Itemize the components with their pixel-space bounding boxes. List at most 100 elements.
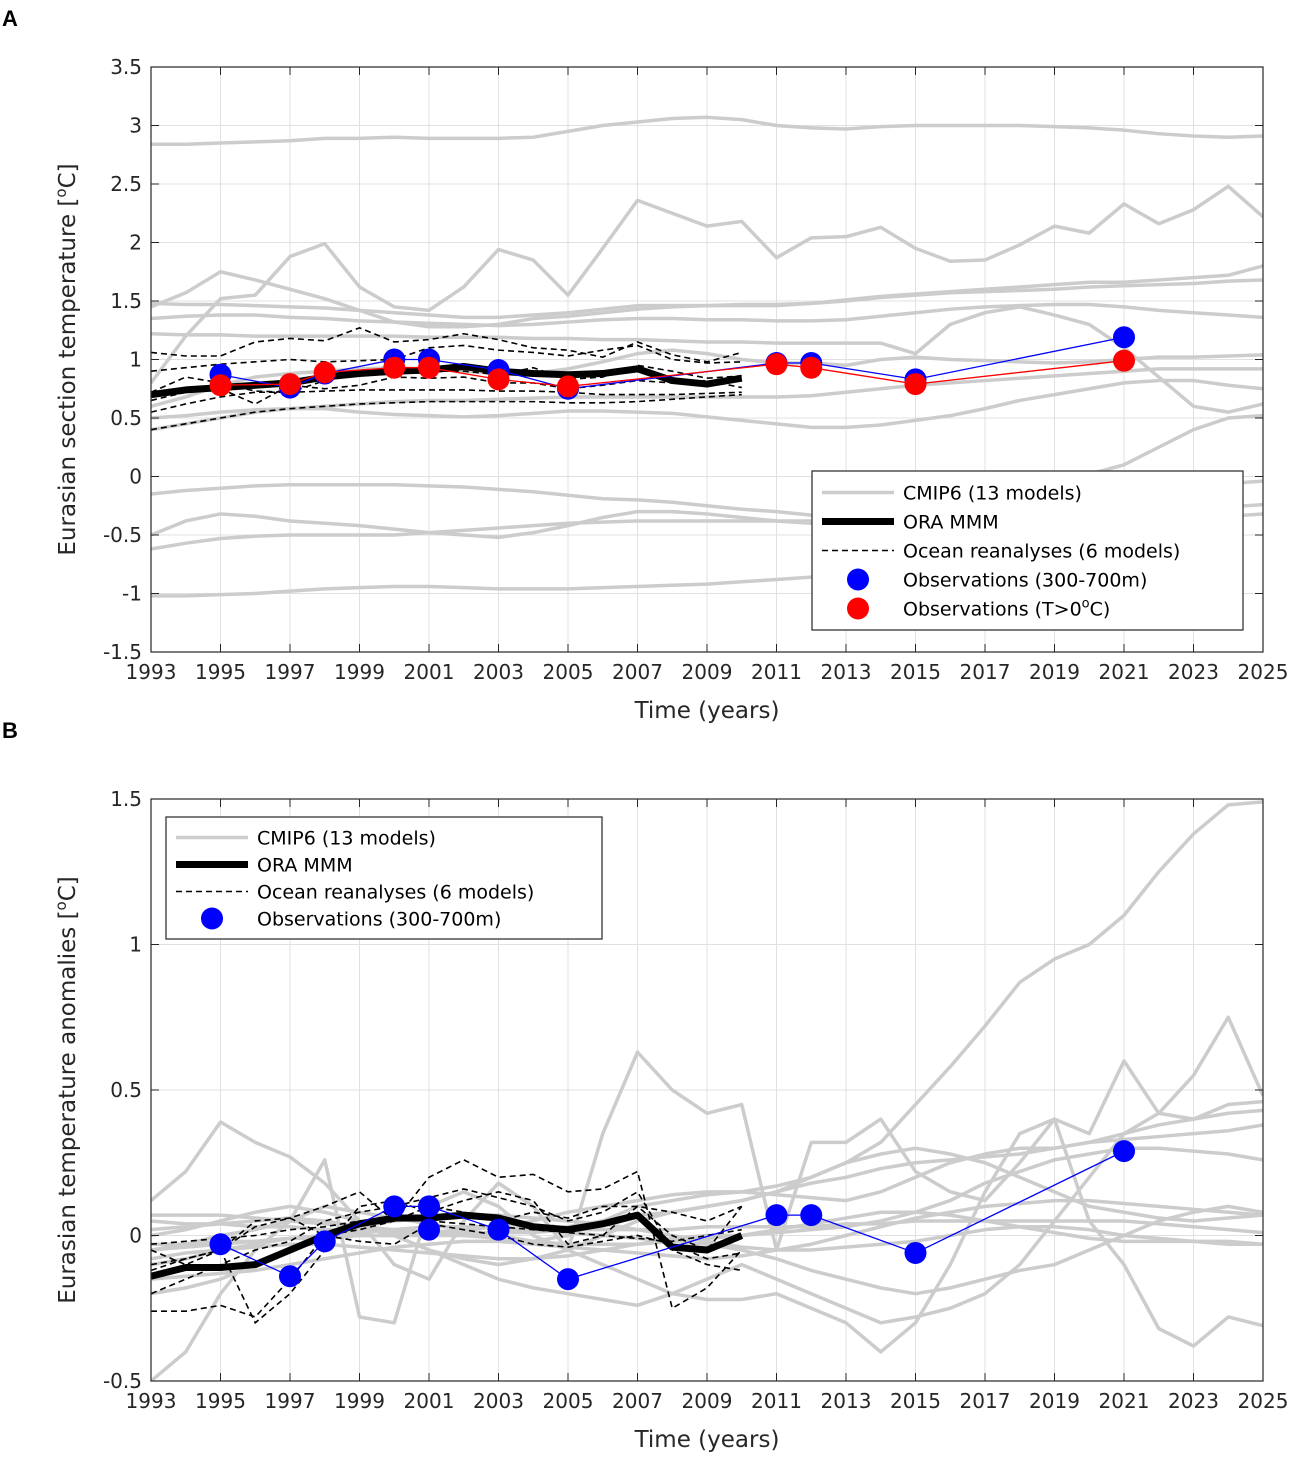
cmip6-model-line	[151, 1099, 1263, 1325]
x-axis-label: Time (years)	[634, 1427, 780, 1453]
panel-letter-b: B	[2, 718, 18, 743]
x-tick-label: 2011	[751, 660, 802, 684]
chart-a: 1993 1995 1997 1999 2001 2003 2005 2007 2009 2011…	[52, 55, 1288, 724]
obs-300-700m-point	[904, 1241, 927, 1264]
cmip6-model-line	[151, 305, 1263, 414]
x-tick-label: 2001	[404, 1389, 455, 1413]
x-tick-label: 2003	[473, 1389, 524, 1413]
x-tick-label: 1997	[265, 1389, 316, 1413]
y-tick-label: -0.5	[103, 1369, 142, 1393]
x-tick-label: 1995	[195, 1389, 246, 1413]
x-tick-label: 2013	[821, 660, 872, 684]
cmip6-model-line	[151, 1015, 1263, 1281]
x-tick-label: 2009	[682, 660, 733, 684]
obs-t-above-zero-point	[418, 356, 440, 379]
y-tick-label: 0	[129, 1224, 142, 1248]
obs-300-700m-point	[487, 1218, 510, 1241]
x-tick-label: 2017	[960, 660, 1011, 684]
obs-t-above-zero-point	[313, 361, 336, 384]
x-tick-label: 2005	[543, 1389, 594, 1413]
obs-300-700m-point	[1113, 1140, 1135, 1163]
plot-area	[151, 800, 1263, 1381]
obs-t-above-zero-point	[765, 353, 788, 376]
obs-300-700m-point	[279, 1265, 301, 1288]
x-tick-label: 2025	[1238, 1389, 1289, 1413]
legend-label: ORA MMM	[257, 855, 353, 877]
obs-300-700m-point	[209, 1233, 232, 1256]
legend: CMIP6 (13 models) ORA MMM Ocean reanalyses…	[165, 816, 603, 940]
x-tick-label: 1999	[334, 1389, 385, 1413]
obs-t-above-zero-point	[209, 374, 232, 397]
obs-300-700m-point	[765, 1204, 788, 1227]
obs-t-above-zero-point	[1113, 349, 1135, 372]
x-tick-label: 1997	[265, 660, 316, 684]
cmip6-model-line	[151, 367, 1263, 432]
cmip6-model-line	[151, 1146, 1263, 1261]
legend-label: Observations (T>0oC)	[903, 597, 1110, 621]
x-tick-label: 2005	[543, 660, 594, 684]
legend-label: Observations (300-700m)	[903, 570, 1147, 592]
cmip6-model-line	[151, 348, 1263, 408]
cmip6-model-line	[151, 302, 1263, 328]
x-tick-label: 2007	[612, 660, 663, 684]
y-tick-label: 0	[129, 465, 142, 489]
cmip6-model-line	[151, 1210, 1263, 1246]
obs-300-700m-point	[800, 1204, 823, 1227]
reanalysis-line	[151, 1217, 742, 1246]
reanalysis-line	[151, 393, 742, 431]
x-tick-label: 2025	[1238, 660, 1289, 684]
y-axis-label: Eurasian temperature anomalies [oC]	[52, 876, 81, 1304]
x-tick-label: 2011	[751, 1389, 802, 1413]
x-tick-label: 2017	[960, 1389, 1011, 1413]
legend-label: CMIP6 (13 models)	[903, 483, 1082, 505]
y-tick-label: 1.5	[110, 289, 142, 313]
cmip6-model-line	[151, 1117, 1263, 1354]
ora-mmm-line	[151, 1211, 744, 1280]
y-axis-label: Eurasian section temperature [oC]	[52, 163, 81, 555]
y-tick-label: 2	[129, 231, 142, 255]
cmip6-model-line	[151, 278, 1263, 320]
x-tick-label: 1993	[126, 660, 177, 684]
reanalysis-line	[151, 389, 742, 413]
obs-300-700m-point	[1113, 326, 1135, 349]
legend-swatch-obs-blue	[847, 568, 869, 591]
legend-label: Ocean reanalyses (6 models)	[257, 882, 534, 904]
obs-t-above-zero-point	[904, 373, 927, 396]
legend-label: CMIP6 (13 models)	[257, 828, 436, 850]
y-tick-label: 3.5	[110, 55, 142, 79]
legend-label: Observations (300-700m)	[257, 909, 501, 931]
x-tick-label: 2019	[1029, 660, 1080, 684]
y-tick-label: -0.5	[103, 523, 142, 547]
reanalysis-line	[151, 327, 742, 363]
x-tick-label: 2003	[473, 660, 524, 684]
obs-300-700m-point	[313, 1230, 336, 1253]
y-tick-label: 0.5	[110, 406, 142, 430]
reanalysis-line	[151, 1205, 743, 1318]
y-tick-label: -1.5	[103, 640, 142, 664]
obs-t-above-zero-point	[383, 356, 406, 379]
reanalysis-line	[151, 1188, 742, 1295]
x-tick-label: 2021	[1099, 1389, 1150, 1413]
panel-letter-a: A	[2, 6, 18, 31]
obs-300-700m-point	[557, 1268, 579, 1291]
y-tick-label: -1	[122, 582, 142, 606]
legend-label: ORA MMM	[903, 512, 999, 534]
x-tick-label: 2023	[1168, 660, 1219, 684]
cmip6-model-line	[151, 184, 1263, 384]
x-tick-label: 2023	[1168, 1389, 1219, 1413]
reanalysis-line	[151, 1158, 743, 1310]
y-tick-label: 0.5	[110, 1078, 142, 1102]
legend: CMIP6 (13 models) ORA MMM Ocean reanalyses…	[811, 470, 1244, 631]
obs-t-above-zero-point	[557, 375, 579, 398]
cmip6-model-line	[151, 378, 1263, 430]
x-tick-label: 2015	[890, 660, 941, 684]
x-tick-label: 2007	[612, 1389, 663, 1413]
x-tick-label: 2015	[890, 1389, 941, 1413]
x-tick-label: 2021	[1099, 660, 1150, 684]
x-tick-label: 1993	[126, 1389, 177, 1413]
ora-mmm-line	[151, 363, 743, 399]
obs-t-above-zero-point	[487, 368, 510, 391]
y-tick-label: 3	[129, 114, 142, 138]
y-tick-label: 1	[129, 348, 142, 372]
